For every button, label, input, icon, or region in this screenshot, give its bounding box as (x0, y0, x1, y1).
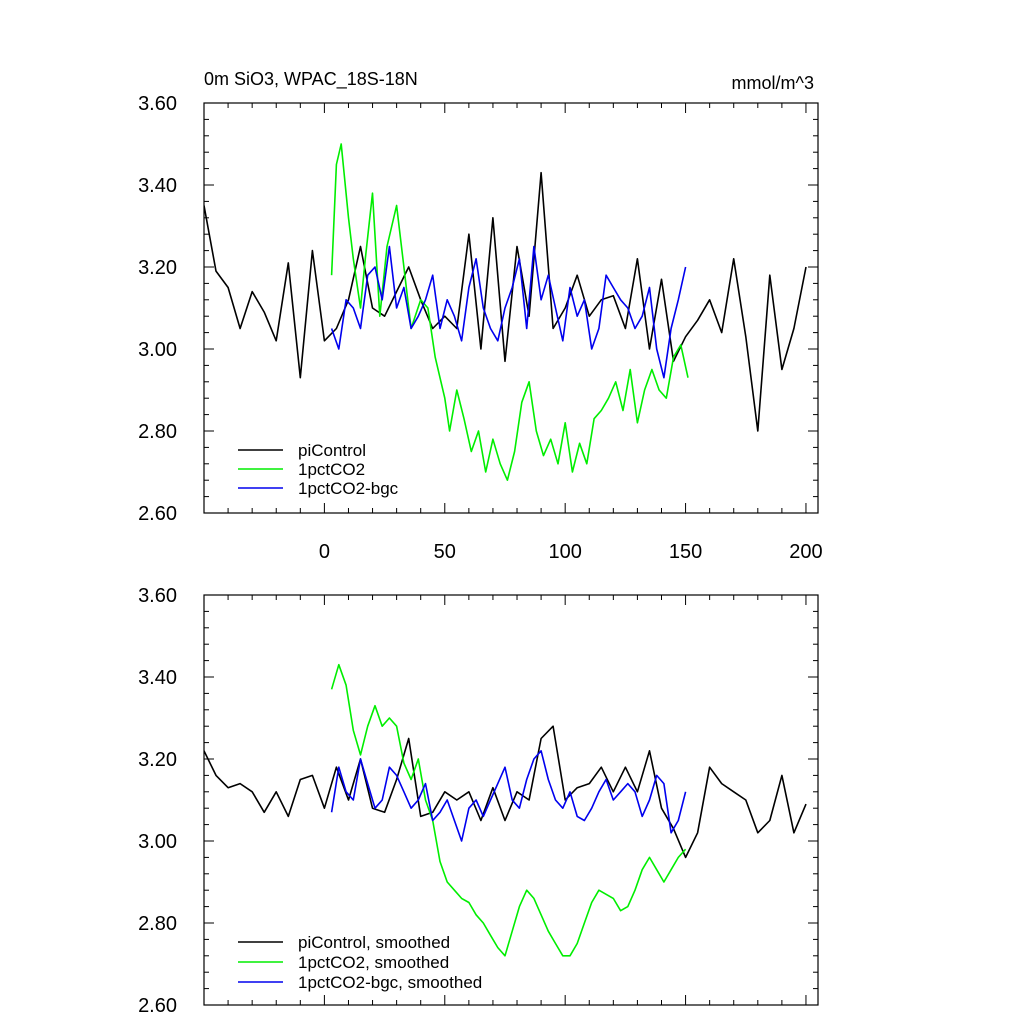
x-tick-label: 50 (434, 541, 456, 563)
x-tick-label: 0 (319, 541, 330, 563)
y-tick-label: 2.80 (138, 421, 177, 443)
y-tick-label: 2.60 (138, 995, 177, 1017)
x-tick-label: 100 (548, 541, 581, 563)
panel-bottom: 2.60 2.80 3.00 3.20 3.40 3.60 piControl, smoot… (138, 585, 819, 1017)
y-tick-label: 3.60 (138, 585, 177, 607)
y-tick-label: 3.00 (138, 831, 177, 853)
series-line-picontrol-smoothed (204, 725, 807, 859)
series-line-1pctco2-smoothed (330, 663, 687, 957)
plot-frame (203, 594, 819, 1006)
y-tick-label: 2.80 (138, 913, 177, 935)
legend-label: 1pctCO2-bgc, smoothed (298, 973, 482, 992)
legend-label: piControl (298, 441, 366, 460)
legend-label: piControl, smoothed (298, 933, 450, 952)
units-label: mmol/m^3 (732, 73, 814, 93)
panel-top: 2.60 2.80 3.00 3.20 3.40 3.60 0 50 100 150 200 0m S… (138, 69, 823, 563)
legend-label: 1pctCO2-bgc (298, 479, 399, 498)
series-line-1pctco2-bgc-smoothed (330, 749, 687, 842)
x-tick-label: 150 (669, 541, 702, 563)
legend-label: 1pctCO2 (298, 460, 365, 479)
series-line-1pctco2-bgc (330, 245, 687, 379)
plot-frame (203, 102, 819, 514)
y-tick-label: 3.20 (138, 749, 177, 771)
y-tick-label: 3.40 (138, 667, 177, 689)
chart-title: 0m SiO3, WPAC_18S-18N (204, 69, 418, 90)
x-tick-label: 200 (789, 541, 822, 563)
series-line-1pctco2 (330, 143, 689, 482)
y-tick-label: 3.60 (138, 93, 177, 115)
y-tick-label: 3.40 (138, 175, 177, 197)
y-tick-label: 3.00 (138, 339, 177, 361)
series-line-picontrol (204, 171, 807, 432)
y-tick-label: 2.60 (138, 503, 177, 525)
y-tick-label: 3.20 (138, 257, 177, 279)
legend-label: 1pctCO2, smoothed (298, 953, 449, 972)
